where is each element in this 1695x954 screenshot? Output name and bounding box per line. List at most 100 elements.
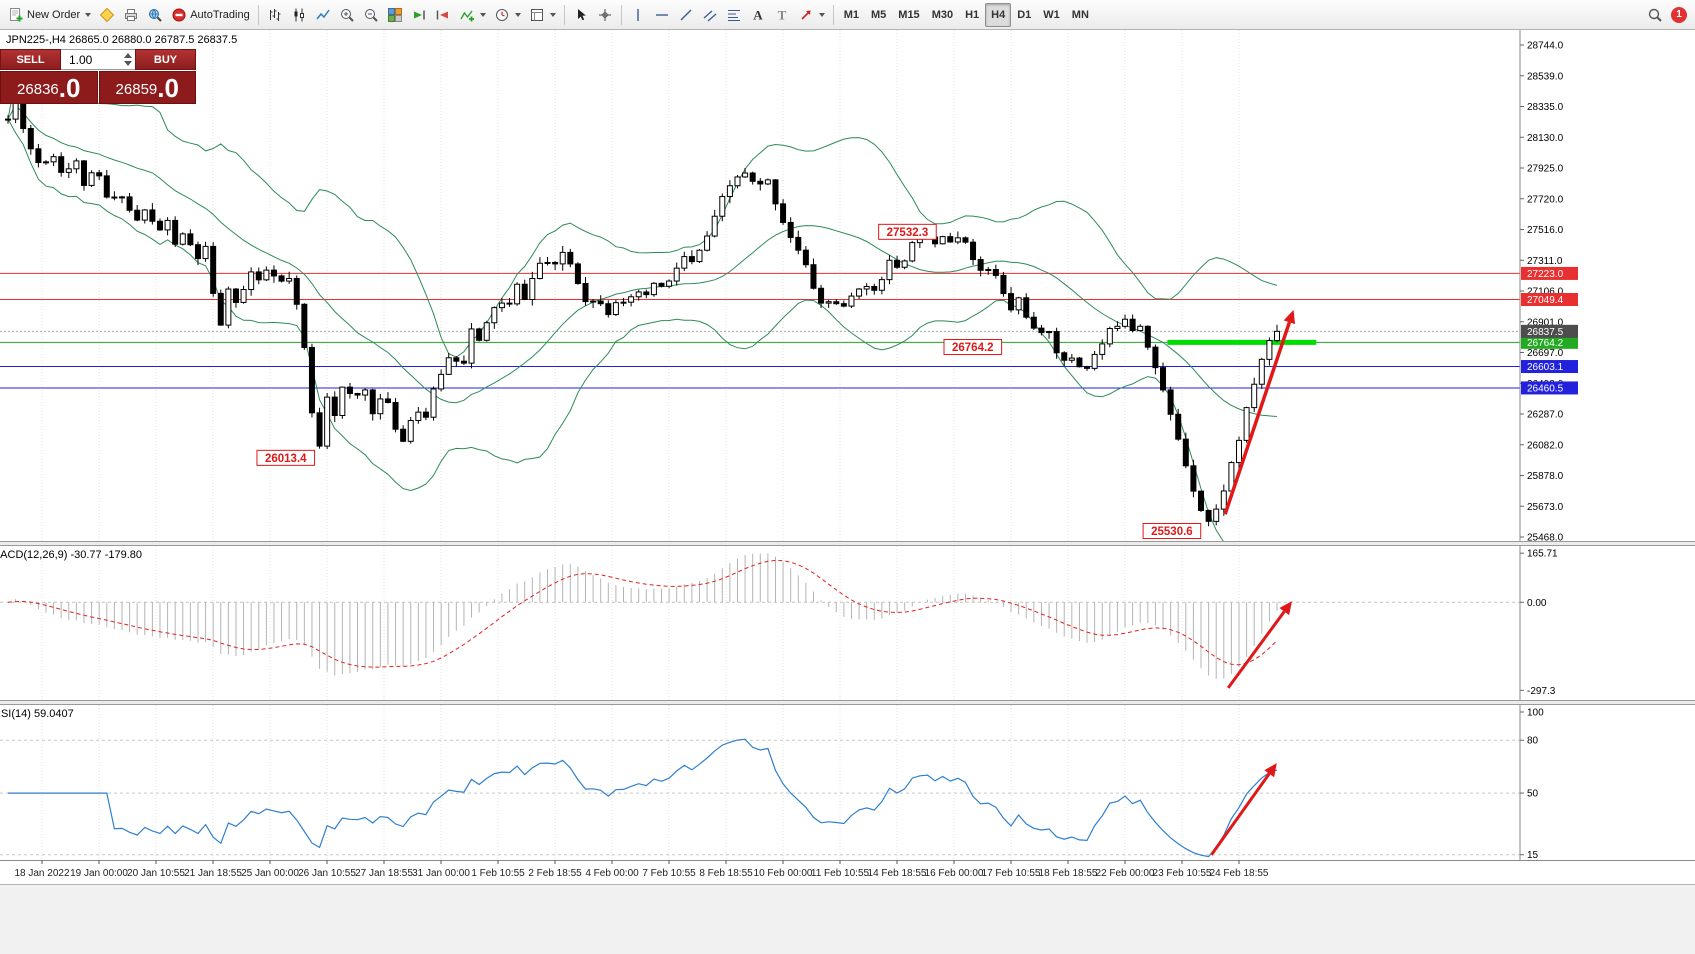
rsi-indicator-label: RSI(14) 59.0407 xyxy=(0,708,74,720)
metaeditor-button[interactable] xyxy=(95,3,119,27)
search-globe-button[interactable] xyxy=(143,3,167,27)
sell-price-main: 26836 xyxy=(17,80,59,98)
auto-scroll-button[interactable] xyxy=(407,3,431,27)
hline-icon xyxy=(654,7,670,23)
timeframe-m5-button[interactable]: M5 xyxy=(865,3,892,27)
price-scale-label: 27516.0 xyxy=(1527,225,1564,236)
price-scale-label: 25468.0 xyxy=(1527,533,1564,544)
periods-button[interactable] xyxy=(490,3,525,27)
timeframe-mn-button[interactable]: MN xyxy=(1066,3,1095,27)
svg-text:26837.5: 26837.5 xyxy=(1527,327,1564,338)
timeframe-d1-button[interactable]: D1 xyxy=(1011,3,1037,27)
dropdown-caret-icon xyxy=(85,12,92,17)
trend-arrow[interactable] xyxy=(1226,601,1292,689)
timeframe-m15-button[interactable]: M15 xyxy=(892,3,925,27)
price-tag: 26837.5 xyxy=(1521,324,1578,338)
candlestick-chart-button[interactable] xyxy=(287,3,311,27)
crosshair-icon xyxy=(597,7,613,23)
price-callout[interactable]: 26764.2 xyxy=(943,339,1003,356)
svg-text:26764.2: 26764.2 xyxy=(1527,338,1564,349)
price-scale-label: 28744.0 xyxy=(1527,41,1564,52)
sell-price-display[interactable]: 26836.0 xyxy=(0,71,98,104)
price-callout[interactable]: 27532.3 xyxy=(878,223,937,240)
trend-arrow[interactable] xyxy=(1210,763,1277,856)
volume-spinner[interactable] xyxy=(124,53,132,66)
cursor-button[interactable] xyxy=(569,3,593,27)
metaeditor-icon xyxy=(99,7,115,23)
trend-arrow[interactable] xyxy=(1223,309,1296,515)
time-axis-label: 16 Feb 00:00 xyxy=(925,868,984,879)
templates-button[interactable] xyxy=(525,3,560,27)
time-axis-label: 11 Feb 10:55 xyxy=(811,868,870,879)
time-axis-label: 18 Feb 18:55 xyxy=(1039,868,1098,879)
indicators-icon xyxy=(459,7,475,23)
svg-text:27223.0: 27223.0 xyxy=(1527,269,1564,280)
timeframe-h1-button[interactable]: H1 xyxy=(959,3,985,27)
sell-button[interactable]: SELL xyxy=(0,49,61,70)
trendline-button[interactable] xyxy=(674,3,698,27)
svg-text:T: T xyxy=(777,7,786,22)
time-axis-label: 17 Feb 10:55 xyxy=(982,868,1041,879)
panel-divider[interactable] xyxy=(0,541,1695,546)
toolbar-search-button[interactable] xyxy=(1643,3,1667,27)
zoom-in-button[interactable] xyxy=(335,3,359,27)
spinner-up-icon[interactable] xyxy=(124,53,132,58)
print-button[interactable] xyxy=(119,3,143,27)
timeframe-m1-button[interactable]: M1 xyxy=(838,3,865,27)
text-label-button[interactable]: T xyxy=(770,3,794,27)
tile-windows-button[interactable] xyxy=(383,3,407,27)
svg-text:26013.4: 26013.4 xyxy=(265,453,307,465)
price-scale-label: 25673.0 xyxy=(1527,502,1564,513)
candlestick-icon xyxy=(291,7,307,23)
equidistant-channel-button[interactable] xyxy=(698,3,722,27)
panel-divider[interactable] xyxy=(0,700,1695,705)
price-scale-label: 28335.0 xyxy=(1527,102,1564,113)
bar-chart-button[interactable] xyxy=(263,3,287,27)
macd-scale-label: 0.00 xyxy=(1527,598,1547,609)
arrows-button[interactable] xyxy=(794,3,829,27)
time-axis-label: 31 Jan 00:00 xyxy=(412,868,470,879)
svg-text:25530.6: 25530.6 xyxy=(1151,526,1193,538)
vertical-line-button[interactable] xyxy=(626,3,650,27)
price-callout[interactable]: 26013.4 xyxy=(256,449,316,466)
timeframe-m30-button[interactable]: M30 xyxy=(926,3,959,27)
symbol-ohlc-label: JPN225-,H4 26865.0 26880.0 26787.5 26837… xyxy=(6,34,238,46)
text-icon: A xyxy=(750,7,766,23)
svg-text:27532.3: 27532.3 xyxy=(887,227,929,239)
horizontal-line-button[interactable] xyxy=(650,3,674,27)
candlestick-series[interactable] xyxy=(5,85,1280,527)
sell-price-pips: .0 xyxy=(58,73,81,103)
time-axis-label: 8 Feb 18:55 xyxy=(699,868,753,879)
buy-button[interactable]: BUY xyxy=(135,49,196,70)
grid xyxy=(41,30,1240,860)
time-axis-label: 18 Jan 2022 xyxy=(14,868,69,879)
time-axis-label: 20 Jan 10:55 xyxy=(127,868,185,879)
zoom-out-button[interactable] xyxy=(359,3,383,27)
price-scale-label: 26287.0 xyxy=(1527,410,1564,421)
new-order-button[interactable]: New Order xyxy=(4,3,95,27)
time-axis-label: 19 Jan 00:00 xyxy=(70,868,128,879)
auto-scroll-icon xyxy=(411,7,427,23)
toolbar-separator xyxy=(257,4,259,25)
price-callout[interactable]: 25530.6 xyxy=(1142,522,1202,539)
chart-shift-button[interactable] xyxy=(431,3,455,27)
timeframe-w1-button[interactable]: W1 xyxy=(1037,3,1066,27)
crosshair-button[interactable] xyxy=(593,3,617,27)
vline-icon xyxy=(630,7,646,23)
line-chart-button[interactable] xyxy=(311,3,335,27)
bottom-panel xyxy=(0,884,1695,954)
autotrading-button[interactable]: AutoTrading xyxy=(167,3,254,27)
notification-badge[interactable]: 1 xyxy=(1671,6,1687,23)
buy-price-display[interactable]: 26859.0 xyxy=(98,71,196,104)
indicators-button[interactable] xyxy=(455,3,490,27)
one-click-trading-panel: SELL 1.00 BUY 26836.0 26859.0 xyxy=(0,49,196,104)
spinner-down-icon[interactable] xyxy=(124,61,132,66)
timeframe-h4-button[interactable]: H4 xyxy=(985,2,1012,27)
text-button[interactable]: A xyxy=(746,3,770,27)
time-axis-label: 22 Feb 00:00 xyxy=(1096,868,1155,879)
autotrading-button-label: AutoTrading xyxy=(190,8,250,21)
volume-field[interactable]: 1.00 xyxy=(61,49,135,70)
fibonacci-button[interactable] xyxy=(722,3,746,27)
macd-scale-label: 165.71 xyxy=(1527,549,1558,560)
